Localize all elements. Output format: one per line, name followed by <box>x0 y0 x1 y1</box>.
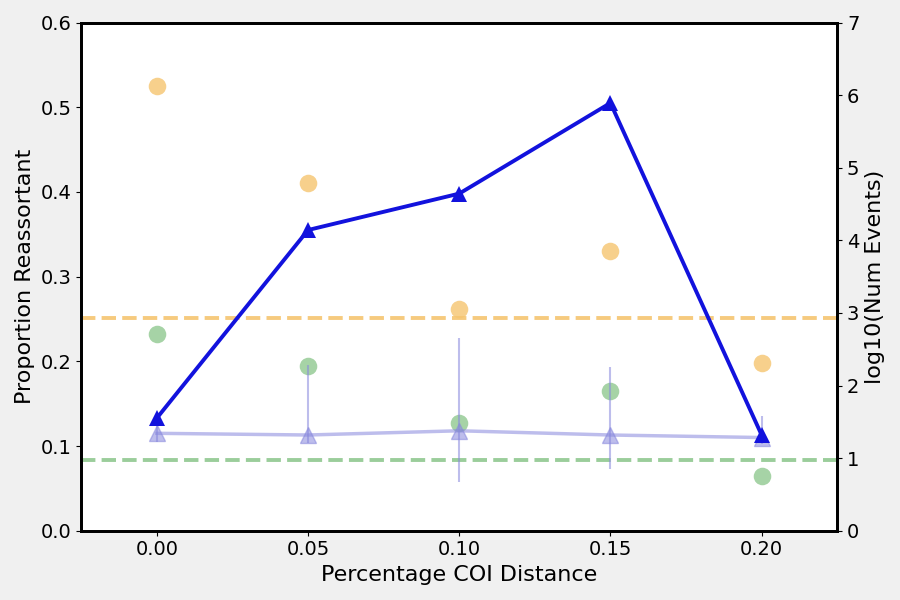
X-axis label: Percentage COI Distance: Percentage COI Distance <box>321 565 598 585</box>
Point <box>754 471 769 481</box>
Point <box>301 179 315 188</box>
Point <box>603 247 617 256</box>
Point <box>149 329 164 339</box>
Y-axis label: log10(Num Events): log10(Num Events) <box>865 169 885 384</box>
Point <box>452 418 466 428</box>
Point <box>452 304 466 314</box>
Point <box>754 358 769 368</box>
Point <box>149 81 164 91</box>
Point <box>603 386 617 396</box>
Y-axis label: Proportion Reassortant: Proportion Reassortant <box>15 149 35 404</box>
Point <box>301 361 315 370</box>
